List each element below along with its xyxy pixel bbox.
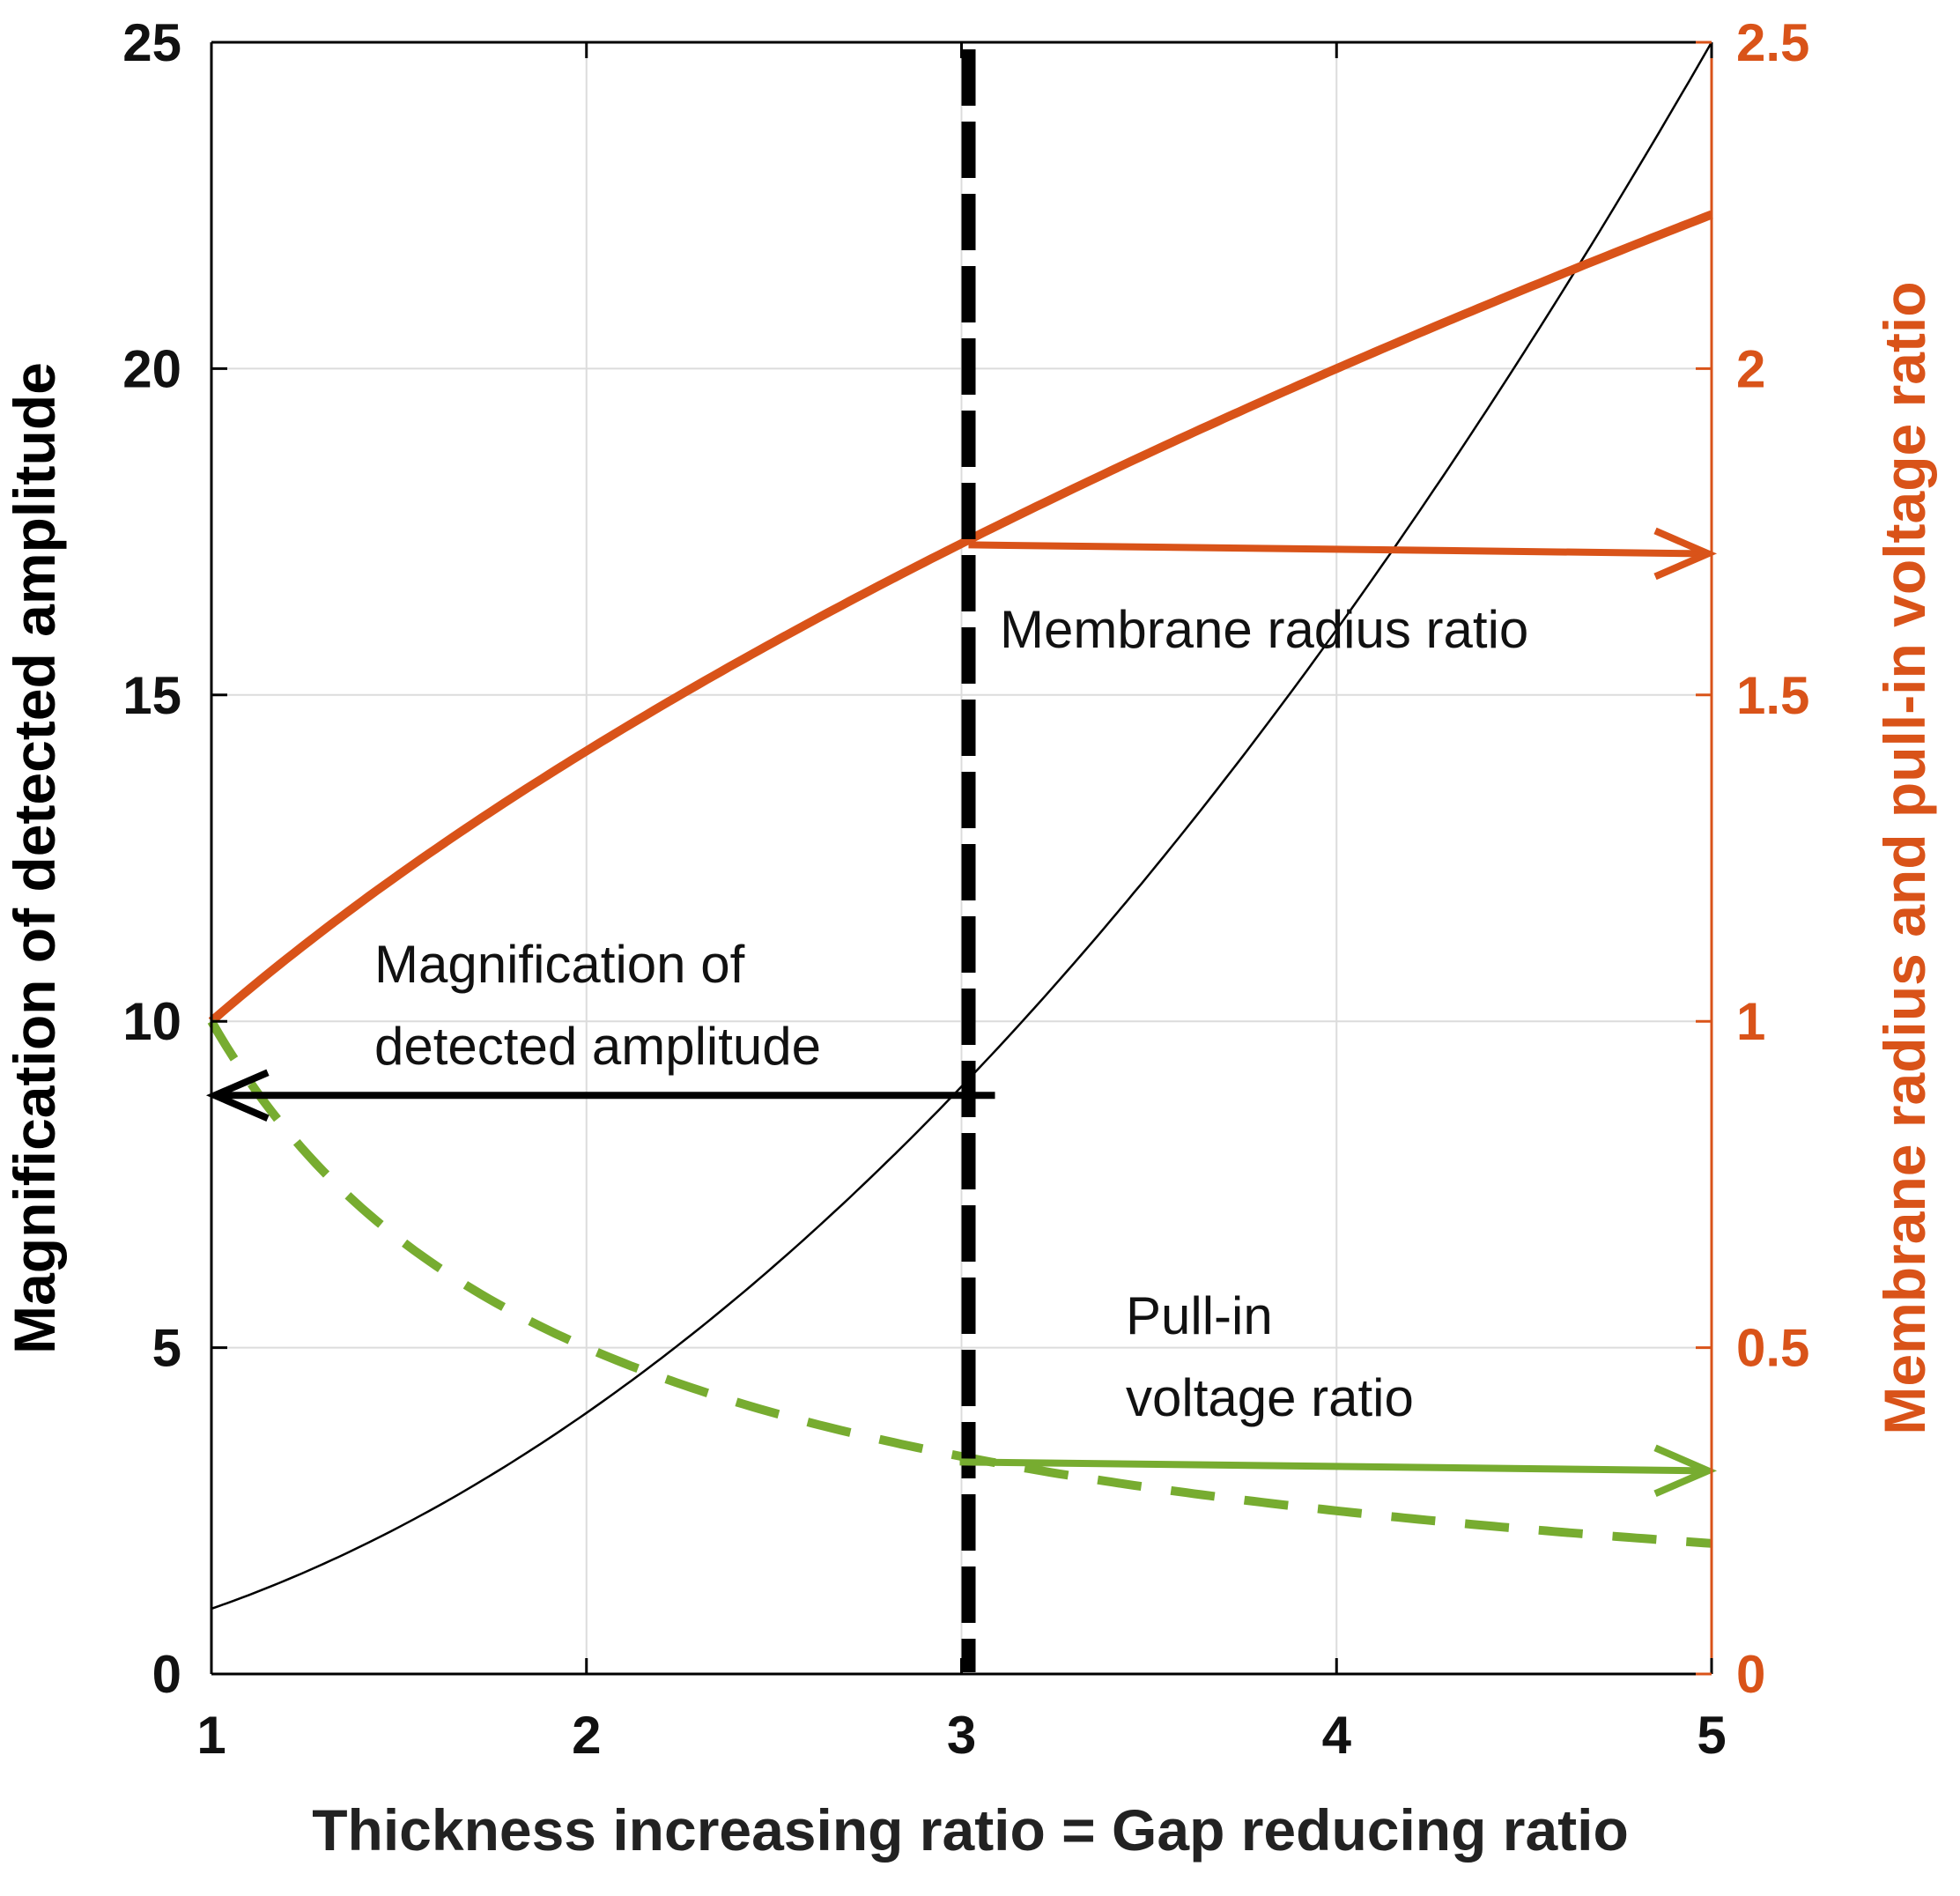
annotation-layer: Membrane radius ratio Magnification of det… bbox=[374, 600, 1528, 1427]
membrane-radius-series bbox=[208, 210, 1713, 1025]
right-y-tick-label: 1 bbox=[1736, 992, 1765, 1051]
pull-in-voltage-arrowhead bbox=[1653, 1444, 1718, 1497]
left-y-tick-label: 25 bbox=[122, 13, 181, 72]
left-y-axis-title: Magnification of detected amplitude bbox=[2, 362, 67, 1354]
left-y-tick-label: 5 bbox=[152, 1319, 181, 1378]
right-y-tick-label: 1.5 bbox=[1736, 666, 1809, 725]
magnification-arrowhead bbox=[205, 1069, 270, 1122]
membrane-radius-label: Membrane radius ratio bbox=[1000, 600, 1528, 659]
left-y-tick-label: 20 bbox=[122, 339, 181, 398]
left-y-tick-label: 10 bbox=[122, 992, 181, 1051]
magnification-label: Magnification of bbox=[374, 935, 745, 994]
left-y-tick-label: 0 bbox=[152, 1645, 181, 1704]
right-y-tick-label: 2.5 bbox=[1736, 13, 1809, 72]
x-axis-title: Thickness increasing ratio = Gap reducin… bbox=[312, 1797, 1629, 1863]
x-tick-label: 3 bbox=[947, 1706, 976, 1765]
magnification-label: detected amplitude bbox=[374, 1017, 821, 1076]
membrane-radius-arrowhead bbox=[1653, 527, 1718, 581]
pull-in-voltage-label: voltage ratio bbox=[1126, 1368, 1414, 1427]
right-y-tick-label: 2 bbox=[1736, 339, 1765, 398]
x-tick-label: 5 bbox=[1697, 1706, 1726, 1765]
right-y-tick-label: 0.5 bbox=[1736, 1319, 1809, 1378]
x-tick-label: 2 bbox=[572, 1706, 601, 1765]
pull-in-voltage-label: Pull-in bbox=[1126, 1286, 1273, 1345]
right-y-axis-title: Membrane radius and pull-in voltage rati… bbox=[1872, 281, 1937, 1434]
pull-in-voltage-arrow-shaft bbox=[959, 1458, 1704, 1475]
membrane-radius-arrow-shaft bbox=[968, 541, 1704, 558]
arrow-layer bbox=[205, 527, 1718, 1497]
left-y-tick-label: 15 bbox=[122, 666, 181, 725]
x-tick-label: 1 bbox=[196, 1706, 226, 1765]
labels: Thickness increasing ratio = Gap reducin… bbox=[2, 281, 1937, 1863]
right-y-tick-label: 0 bbox=[1736, 1645, 1765, 1704]
x-tick-label: 4 bbox=[1322, 1706, 1352, 1765]
